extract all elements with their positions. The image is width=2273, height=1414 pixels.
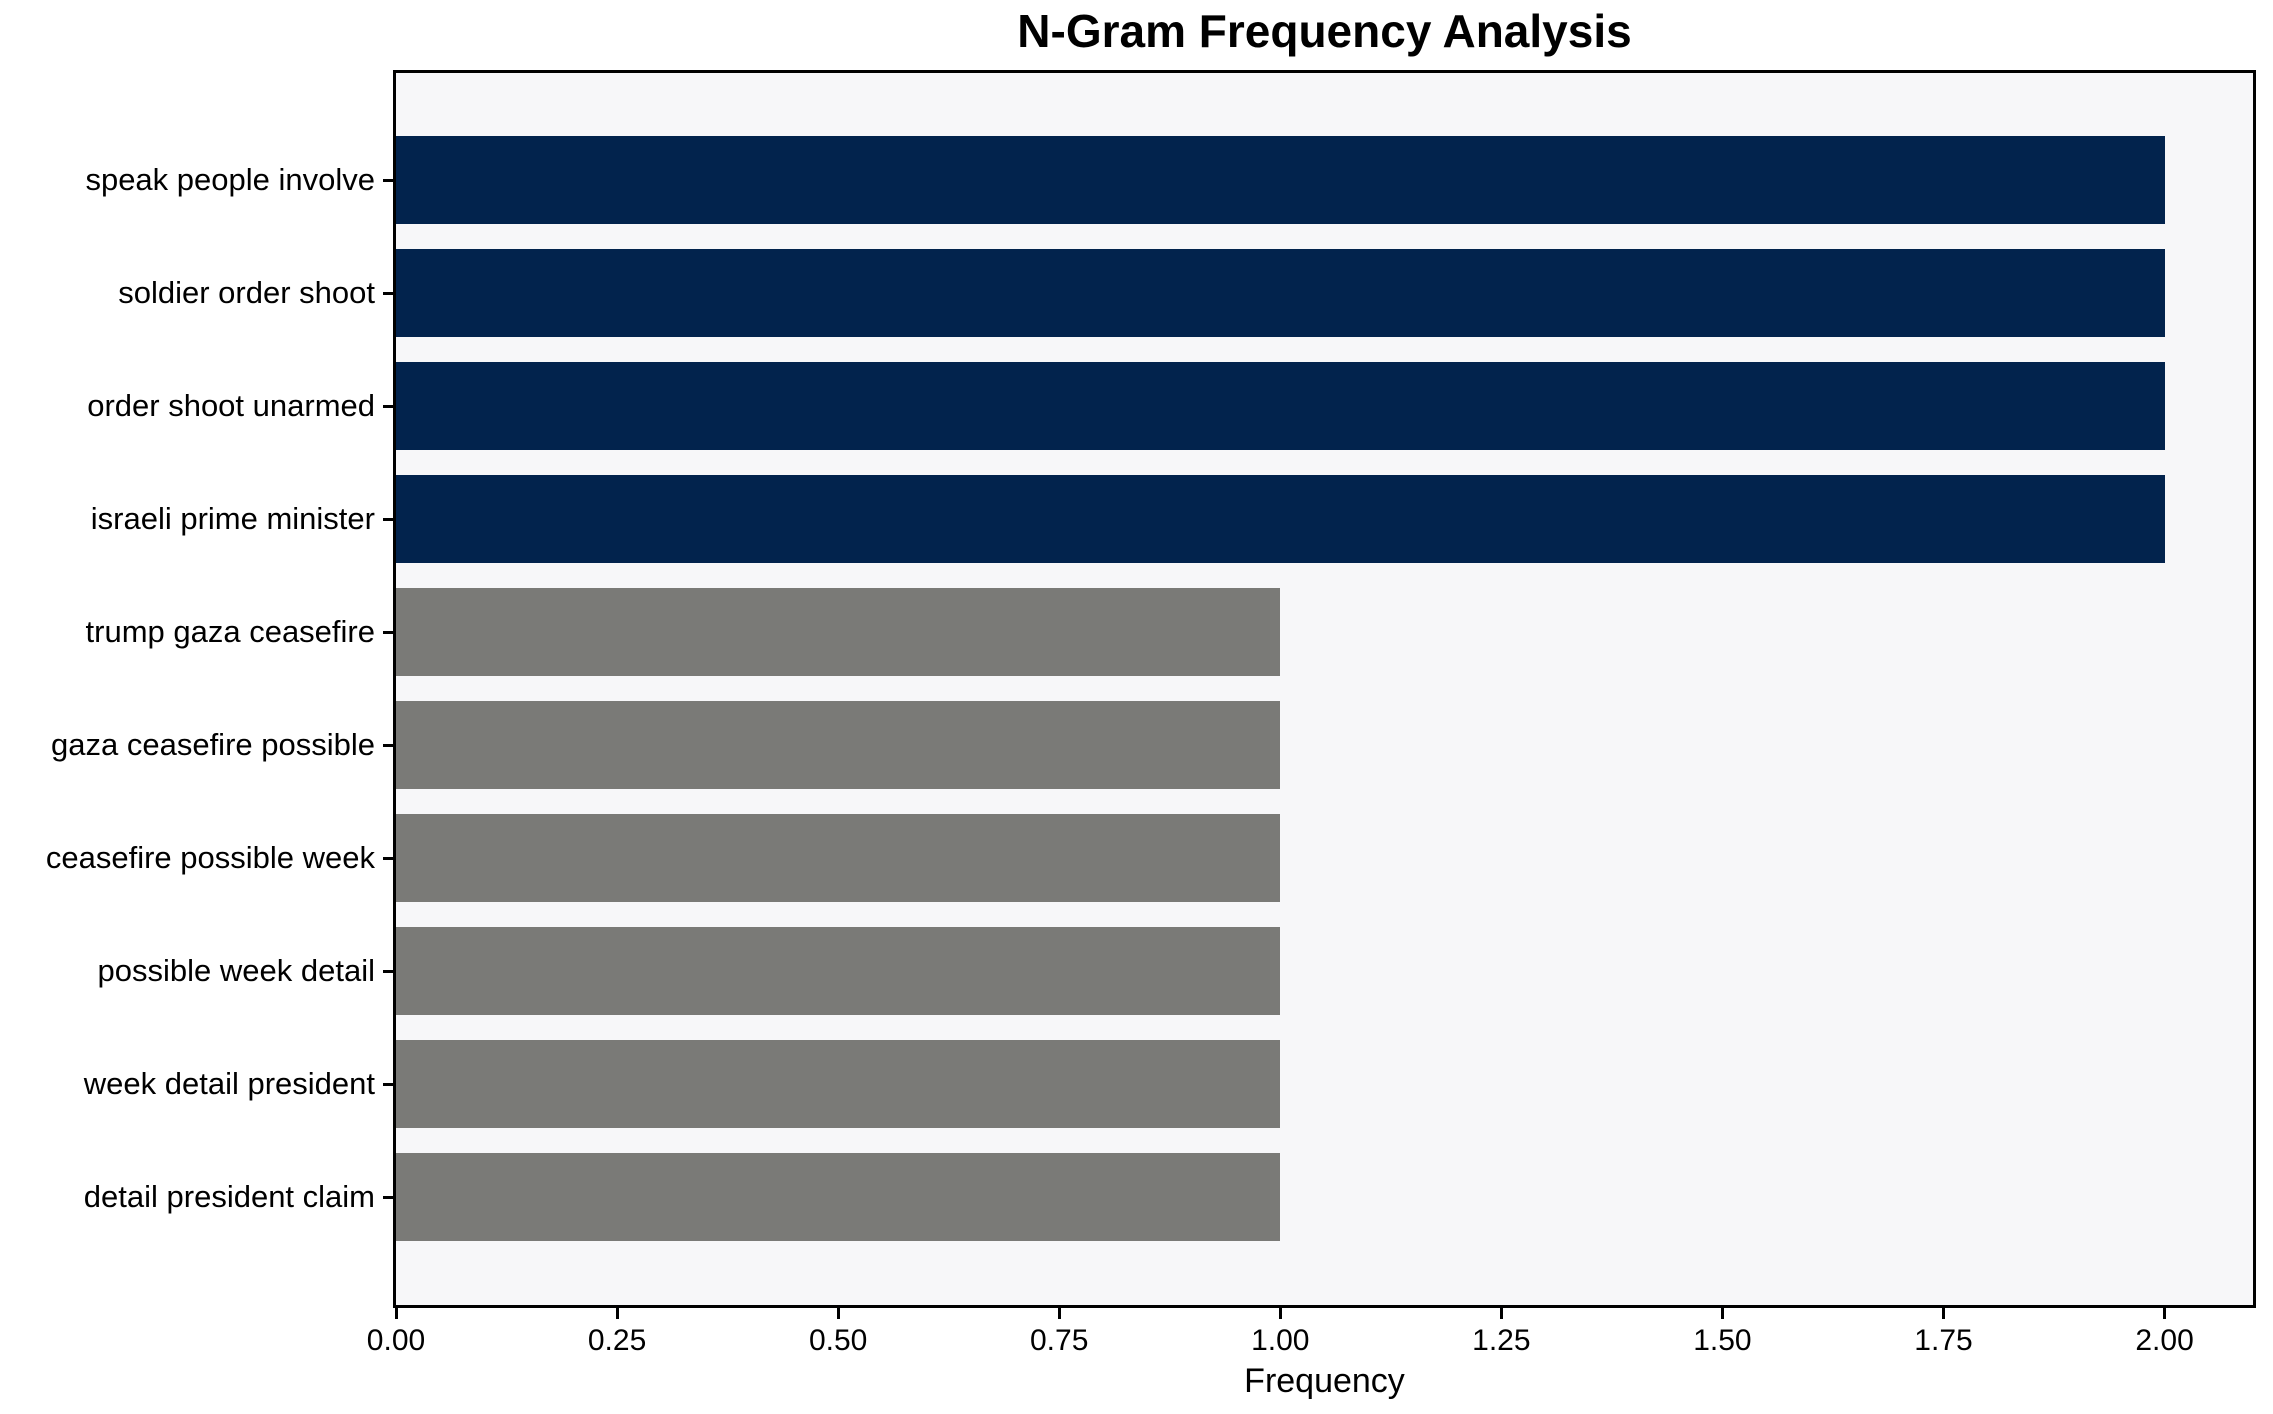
y-tick-mark (383, 856, 393, 860)
x-tick-mark (1720, 1308, 1724, 1319)
y-tick-mark (383, 630, 393, 634)
y-tick-label: gaza ceasefire possible (51, 727, 375, 762)
x-tick-mark (1499, 1308, 1503, 1319)
bar-detail-president-claim (396, 1153, 1281, 1241)
bar-gaza-ceasefire-possible (396, 701, 1281, 789)
bar-speak-people-involve (396, 136, 2165, 224)
y-tick-label: ceasefire possible week (45, 840, 375, 875)
x-tick-mark (1057, 1308, 1061, 1319)
y-tick-mark (383, 743, 393, 747)
x-tick-mark (1942, 1308, 1945, 1319)
x-tick-mark (615, 1308, 619, 1319)
x-tick-label: 0.75 (1030, 1324, 1089, 1357)
bar-order-shoot-unarmed (396, 362, 2165, 450)
y-tick-mark (383, 404, 393, 408)
x-tick-mark (394, 1308, 398, 1319)
y-tick-label: possible week detail (97, 953, 375, 988)
y-tick-label: order shoot unarmed (87, 388, 375, 423)
y-tick-mark (383, 1082, 393, 1086)
x-tick-mark (836, 1308, 840, 1319)
bar-trump-gaza-ceasefire (396, 588, 1281, 676)
y-tick-mark (383, 178, 393, 182)
y-tick-label: israeli prime minister (90, 501, 375, 536)
y-tick-mark (383, 517, 393, 521)
y-tick-label: speak people involve (85, 162, 375, 197)
y-tick-label: trump gaza ceasefire (85, 614, 375, 649)
x-tick-label: 1.00 (1251, 1324, 1310, 1357)
bar-ceasefire-possible-week (396, 814, 1281, 902)
bar-week-detail-president (396, 1040, 1281, 1128)
x-tick-label: 1.75 (1914, 1324, 1973, 1357)
x-axis-label: Frequency (1244, 1362, 1405, 1400)
bar-israeli-prime-minister (396, 475, 2165, 563)
x-tick-label: 2.00 (2135, 1324, 2194, 1357)
plot-area (393, 70, 2256, 1308)
x-tick-label: 0.50 (808, 1324, 868, 1357)
x-tick-label: 1.25 (1472, 1324, 1531, 1357)
y-tick-label: week detail president (83, 1066, 375, 1101)
bar-possible-week-detail (396, 927, 1281, 1015)
y-tick-mark (383, 1195, 393, 1199)
chart-title: N-Gram Frequency Analysis (1017, 5, 1632, 57)
x-tick-label: 0.00 (366, 1324, 426, 1357)
y-tick-label: detail president claim (83, 1179, 375, 1214)
y-tick-mark (383, 969, 393, 973)
x-tick-mark (2163, 1308, 2167, 1319)
y-tick-label: soldier order shoot (118, 275, 375, 310)
x-tick-label: 1.50 (1693, 1324, 1752, 1357)
y-tick-mark (383, 291, 393, 295)
bar-soldier-order-shoot (396, 249, 2165, 337)
x-tick-mark (1278, 1308, 1282, 1319)
x-tick-label: 0.25 (587, 1324, 647, 1357)
